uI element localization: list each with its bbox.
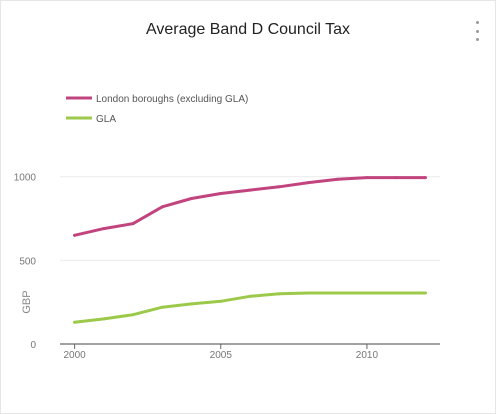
data-point (277, 185, 281, 189)
data-point (306, 291, 310, 295)
y-axis-title: GBP (21, 290, 33, 313)
data-point (190, 302, 194, 306)
data-point (102, 317, 106, 321)
data-point (131, 313, 135, 317)
legend-label: London boroughs (excluding GLA) (96, 94, 248, 105)
x-tick-label: 2005 (210, 350, 233, 361)
data-point (306, 181, 310, 185)
series-line-0 (73, 176, 427, 237)
data-point (160, 205, 164, 209)
legend-label: GLA (96, 114, 116, 125)
data-point (248, 294, 252, 298)
data-point (219, 191, 223, 195)
data-point (336, 291, 340, 295)
data-point (102, 227, 106, 231)
y-tick-label: 500 (19, 256, 36, 267)
data-point (219, 299, 223, 303)
x-tick-label: 2010 (356, 350, 379, 361)
data-point (131, 222, 135, 226)
more-vertical-icon[interactable] (473, 21, 481, 41)
data-point (248, 188, 252, 192)
data-point (394, 291, 398, 295)
data-point (423, 291, 427, 295)
data-point (365, 291, 369, 295)
data-point (73, 233, 77, 237)
y-tick-label: 1000 (14, 173, 37, 184)
data-point (160, 305, 164, 309)
data-point (394, 176, 398, 180)
y-tick-label: 0 (30, 340, 36, 351)
x-tick-label: 2000 (63, 350, 86, 361)
data-point (277, 292, 281, 296)
data-point (365, 176, 369, 180)
data-point (190, 196, 194, 200)
data-point (73, 320, 77, 324)
data-point (423, 176, 427, 180)
data-point (336, 177, 340, 181)
chart-title: Average Band D Council Tax (146, 21, 350, 38)
